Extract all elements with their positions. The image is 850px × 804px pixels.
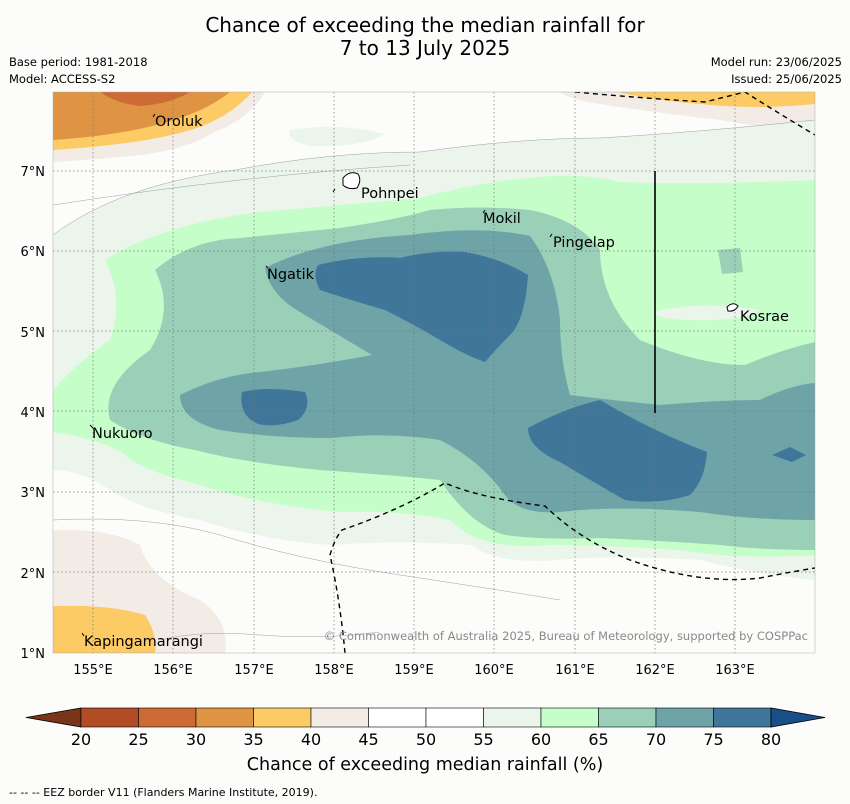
map-area [53, 92, 815, 653]
meta-right: Model run: 23/06/2025 Issued: 25/06/2025 [711, 54, 842, 88]
meta-left: Base period: 1981-2018 Model: ACCESS-S2 [9, 54, 148, 88]
pohnpei-island-outline [342, 172, 361, 190]
x-tick-label: 159°E [394, 663, 434, 678]
place-label-kosrae: Kosrae [740, 309, 789, 325]
colorbar-tick-label: 55 [473, 730, 493, 749]
contour-75-east [772, 447, 806, 462]
colorbar-bin [368, 707, 427, 728]
y-tick-label: 2°N [21, 567, 46, 582]
colorbar-bin [195, 707, 254, 728]
colorbar-tick-label: 25 [128, 730, 148, 749]
copyright-notice: © Commonwealth of Australia 2025, Bureau… [324, 629, 808, 643]
contour-55-north-blob [289, 126, 385, 147]
contour-75-north [315, 251, 528, 362]
contour-lines [53, 119, 815, 641]
base-period: Base period: 1981-2018 [9, 55, 148, 69]
colorbar-tick-label: 20 [71, 730, 91, 749]
contour-35-nw [53, 92, 230, 140]
colorbar-bin [425, 707, 484, 728]
y-tick-label: 4°N [21, 406, 46, 421]
colorbar-bin [598, 707, 657, 728]
colorbar-tick-label: 60 [531, 730, 551, 749]
y-tick-label: 1°N [21, 647, 46, 662]
colorbar-extend-high [770, 707, 826, 728]
eez-border [329, 92, 815, 653]
colorbar-tick-label: 65 [588, 730, 608, 749]
colorbar-tick-label: 80 [761, 730, 781, 749]
model-name: Model: ACCESS-S2 [9, 72, 116, 86]
colorbar-tick-label: 50 [416, 730, 436, 749]
kosrae-island-outline [726, 303, 739, 312]
x-tick-label: 155°E [73, 663, 113, 678]
colorbar-bin [713, 707, 772, 728]
contour-75-west [241, 389, 308, 426]
y-tick-label: 6°N [21, 245, 46, 260]
colorbar-tick-label: 70 [646, 730, 666, 749]
title-line-2: 7 to 13 July 2025 [339, 36, 511, 60]
colorbar-tick-label: 75 [703, 730, 723, 749]
map-gridlines [53, 92, 815, 653]
colorbar-tick-label: 30 [186, 730, 206, 749]
colorbar-bin [540, 707, 599, 728]
place-markers [81, 113, 553, 637]
y-tick-label: 5°N [21, 326, 46, 341]
colorbar-tick-label: 35 [243, 730, 263, 749]
colorbar-bin [253, 707, 312, 728]
eez-legend-note: -- -- -- EEZ border V11 (Flanders Marine… [9, 786, 318, 799]
map-frame [52, 91, 816, 654]
issued-date: Issued: 25/06/2025 [731, 72, 842, 86]
contour-75-south-east [528, 400, 707, 502]
colorbar-bin [80, 707, 139, 728]
y-tick-label: 3°N [21, 486, 46, 501]
title-line-1: Chance of exceeding the median rainfall … [205, 13, 645, 37]
place-label-nukuoro: Nukuoro [92, 426, 153, 442]
y-axis-ticks: 1°N 2°N 3°N 4°N 5°N 6°N 7°N [21, 165, 46, 662]
map-title: Chance of exceeding the median rainfall … [0, 14, 850, 60]
place-label-kapingamarangi: Kapingamarangi [84, 634, 203, 650]
contour-40-ne [618, 92, 815, 107]
place-label-pingelap: Pingelap [553, 235, 615, 251]
place-label-oroluk: Oroluk [155, 114, 203, 130]
x-tick-label: 162°E [635, 663, 675, 678]
y-tick-label: 7°N [21, 165, 46, 180]
contour-30-nw [100, 92, 190, 106]
x-tick-label: 161°E [555, 663, 595, 678]
colorbar: 20 25 30 35 40 45 50 55 60 65 70 75 80 [25, 707, 826, 749]
x-tick-label: 163°E [715, 663, 755, 678]
x-tick-label: 158°E [314, 663, 354, 678]
contour-65-blob [718, 248, 743, 274]
colorbar-bin [138, 707, 197, 728]
colorbar-tick-label: 45 [358, 730, 378, 749]
colorbar-bin [655, 707, 714, 728]
colorbar-tick-label: 40 [301, 730, 321, 749]
x-tick-label: 156°E [153, 663, 193, 678]
colorbar-bin [310, 707, 369, 728]
colorbar-bin [483, 707, 542, 728]
colorbar-extend-low [25, 707, 82, 728]
place-label-mokil: Mokil [483, 211, 521, 227]
contour-40-sw [53, 605, 156, 653]
colorbar-title: Chance of exceeding median rainfall (%) [246, 755, 604, 775]
x-tick-label: 160°E [474, 663, 514, 678]
model-run: Model run: 23/06/2025 [710, 55, 842, 69]
x-axis-ticks: 155°E 156°E 157°E 158°E 159°E 160°E 161°… [73, 663, 755, 678]
place-label-ngatik: Ngatik [267, 267, 315, 283]
place-label-pohnpei: Pohnpei [361, 186, 419, 202]
x-tick-label: 157°E [234, 663, 274, 678]
